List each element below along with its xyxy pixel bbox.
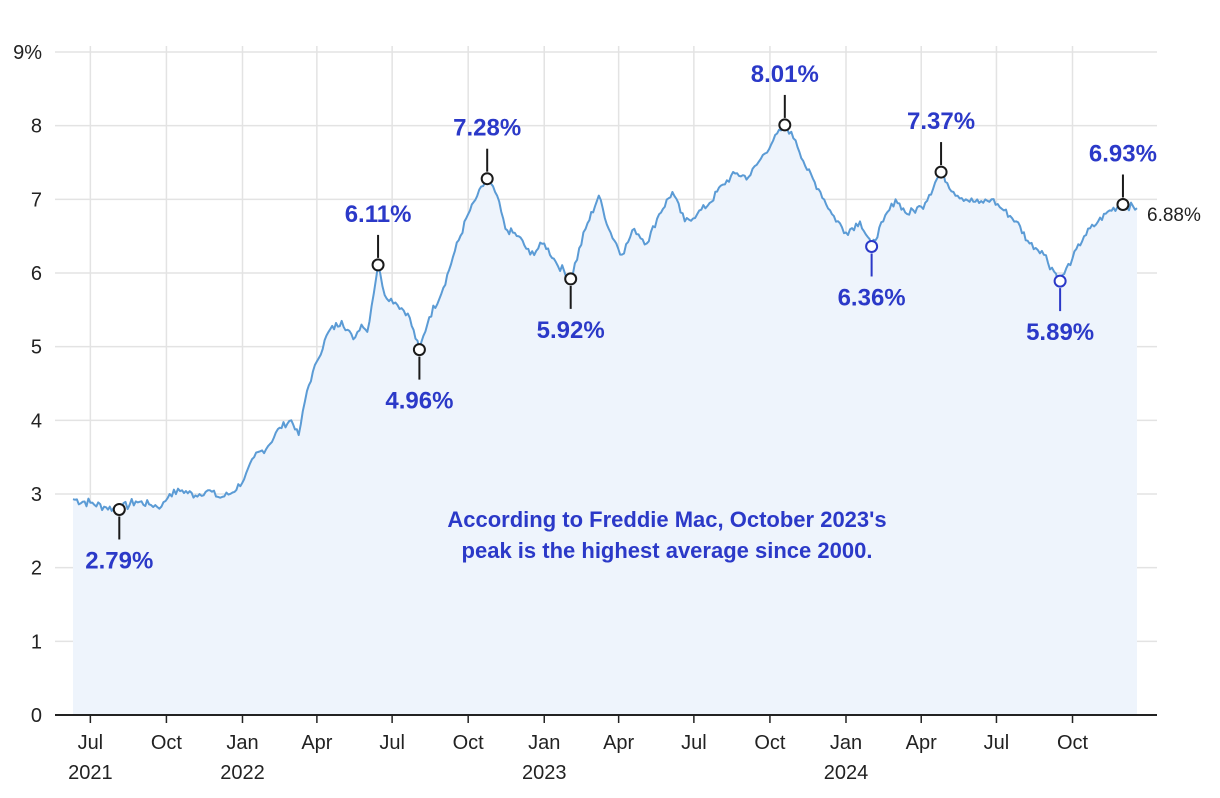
y-tick-label: 5 <box>31 337 42 359</box>
annotation-label: 5.89% <box>1026 319 1094 346</box>
y-tick-label: 8 <box>31 116 42 138</box>
annotation-label: 6.36% <box>838 284 906 311</box>
x-tick-label: Jul <box>379 732 405 754</box>
chart-note: According to Freddie Mac, October 2023's… <box>447 507 886 563</box>
x-tick-year-label: 2022 <box>220 762 265 784</box>
annotation-label: 6.11% <box>345 201 412 228</box>
x-tick-year-label: 2023 <box>522 762 567 784</box>
annotation-marker <box>865 239 879 253</box>
annotation-marker <box>412 343 426 357</box>
series-line-layer <box>72 123 1138 514</box>
annotation-marker <box>112 502 126 516</box>
end-value-label: 6.88% <box>1147 205 1201 226</box>
annotations: 2.79% 6.11% 4.96% 7.28% 5.92% 8.01% 6.36% 7.37%… <box>85 61 1201 575</box>
x-tick-label: Oct <box>1057 732 1089 754</box>
annotation-marker <box>371 258 385 272</box>
y-tick-label: 4 <box>31 410 42 432</box>
x-tick-label: Oct <box>754 732 786 754</box>
y-tick-label: 1 <box>31 631 42 653</box>
x-tick-label: Apr <box>603 732 634 754</box>
y-tick-label: 9% <box>13 42 42 64</box>
x-tick-label: Oct <box>151 732 183 754</box>
x-tick-label: Oct <box>453 732 485 754</box>
annotation-label: 7.37% <box>907 108 975 135</box>
annotation-label: 6.93% <box>1089 140 1157 167</box>
annotation-marker <box>480 172 494 186</box>
note-line-1: According to Freddie Mac, October 2023's <box>447 507 886 532</box>
annotation-label: 4.96% <box>385 388 453 415</box>
x-tick-label: Jan <box>528 732 560 754</box>
y-tick-label: 2 <box>31 558 42 580</box>
x-tick-label: Jan <box>830 732 862 754</box>
y-tick-label: 7 <box>31 189 42 211</box>
x-tick-label: Jul <box>681 732 707 754</box>
x-tick-label: Jul <box>984 732 1010 754</box>
x-tick-label: Apr <box>906 732 937 754</box>
note-line-2: peak is the highest average since 2000. <box>462 538 873 563</box>
x-tick-year-label: 2024 <box>824 762 869 784</box>
annotation-marker <box>778 118 792 132</box>
annotation-label: 5.92% <box>537 317 605 344</box>
y-tick-label: 0 <box>31 705 42 727</box>
y-tick-label: 3 <box>31 484 42 506</box>
x-tick-year-label: 2021 <box>68 762 113 784</box>
y-tick-label: 6 <box>31 263 42 285</box>
x-tick-label: Jan <box>226 732 258 754</box>
series-line-mortgage-rate <box>72 123 1138 514</box>
annotation-marker <box>934 165 948 179</box>
axes: 0 1 2 3 4 5 6 7 8 9% Jul 2021 Oct Jan 2022 Apr Jul Oct Jan… <box>13 42 1157 784</box>
annotation-label: 2.79% <box>85 547 153 574</box>
annotation-marker <box>1053 274 1067 288</box>
x-tick-label: Jul <box>78 732 104 754</box>
annotation-marker <box>564 272 578 286</box>
annotation-label: 7.28% <box>453 115 521 142</box>
annotation-marker <box>1116 197 1130 211</box>
x-tick-label: Apr <box>301 732 332 754</box>
annotation-label: 8.01% <box>751 61 819 88</box>
